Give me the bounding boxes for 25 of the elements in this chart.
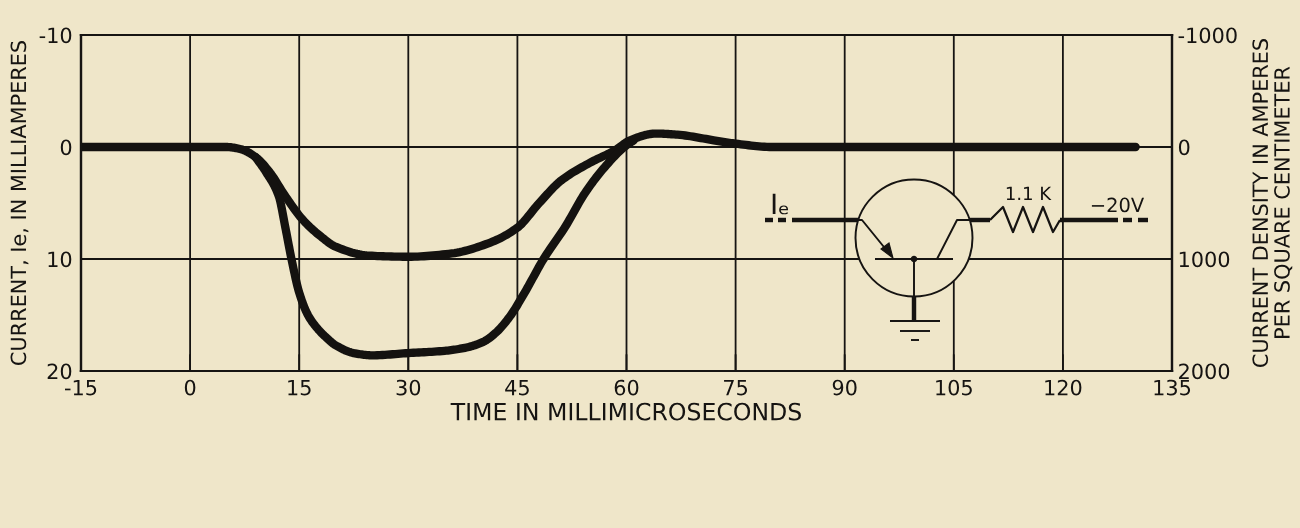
x-tick-label: 0 xyxy=(184,379,196,396)
y-axis-title: CURRENT, Ie, IN MILLIAMPERES xyxy=(10,41,29,365)
y2-axis-title: CURRENT DENSITY IN AMPERES PER SQUARE CENTIMETER xyxy=(1252,39,1293,367)
y2-tick-label: 2000 xyxy=(1179,363,1230,380)
x-tick-label: 30 xyxy=(396,379,421,396)
annotation: 1.1 K xyxy=(1006,186,1052,200)
annotation: Iₑ xyxy=(772,193,789,215)
x-tick-label: -15 xyxy=(65,379,97,396)
x-tick-label: 105 xyxy=(936,379,972,396)
x-tick-label: 75 xyxy=(724,379,748,396)
x-tick-label: 90 xyxy=(832,379,857,396)
y-tick-label: 10 xyxy=(48,251,72,268)
y2-tick-label: 0 xyxy=(1178,139,1190,156)
y2-tick-label: -1000 xyxy=(1178,27,1237,44)
x-axis-title: TIME IN MILLIMICROSECONDS xyxy=(450,402,801,421)
x-tick-label: 120 xyxy=(1045,379,1082,396)
x-tick-label: 15 xyxy=(288,379,311,396)
x-tick-label: 60 xyxy=(614,379,639,396)
annotation: −20V xyxy=(1091,197,1145,213)
y-tick-label: 20 xyxy=(47,363,72,380)
x-tick-label: 45 xyxy=(505,379,529,396)
y-tick-label: 0 xyxy=(60,139,72,156)
y2-tick-label: 1000 xyxy=(1179,251,1230,268)
x-tick-label: 135 xyxy=(1154,379,1191,396)
y-tick-label: -10 xyxy=(39,27,72,44)
